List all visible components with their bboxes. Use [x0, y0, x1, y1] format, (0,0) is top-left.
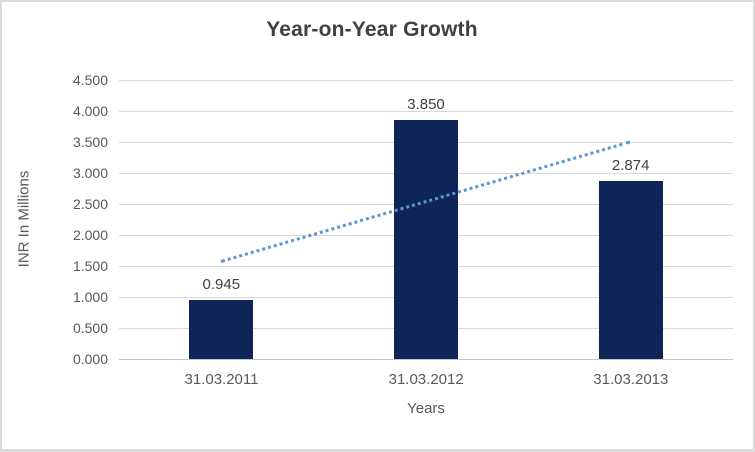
x-axis-title: Years	[407, 400, 445, 417]
gridline	[119, 111, 733, 112]
y-tick-label: 4.000	[72, 103, 108, 119]
y-tick-label: 0.000	[72, 351, 108, 367]
y-tick-label: 0.500	[72, 320, 108, 336]
bar-data-label: 2.874	[611, 156, 650, 174]
y-tick-label: 1.000	[72, 289, 108, 305]
gridline	[119, 80, 733, 81]
x-tick-label: 31.03.2011	[184, 371, 259, 388]
y-tick-label: 2.500	[72, 196, 108, 212]
chart-title: Year-on-Year Growth	[266, 18, 478, 41]
x-tick-label: 31.03.2012	[388, 371, 464, 388]
x-tick-label: 31.03.2013	[593, 371, 669, 388]
y-axis-tick-labels: 0.000 0.500 1.000 1.500 2.000 2.500 3.000 3.500…	[24, 2, 108, 449]
bar-data-label: 3.850	[407, 96, 445, 114]
y-tick-label: 1.500	[72, 258, 108, 274]
x-axis-line	[119, 359, 733, 360]
y-tick-label: 3.500	[72, 134, 108, 150]
bar	[394, 120, 458, 359]
bar	[598, 180, 663, 359]
y-tick-label: 3.000	[72, 165, 108, 181]
plot-area: 0.945 3.850 2.874	[119, 80, 733, 360]
y-tick-label: 2.000	[72, 227, 108, 243]
bar	[189, 300, 254, 359]
bar-data-label: 0.945	[202, 276, 241, 294]
y-tick-label: 4.500	[72, 72, 108, 88]
